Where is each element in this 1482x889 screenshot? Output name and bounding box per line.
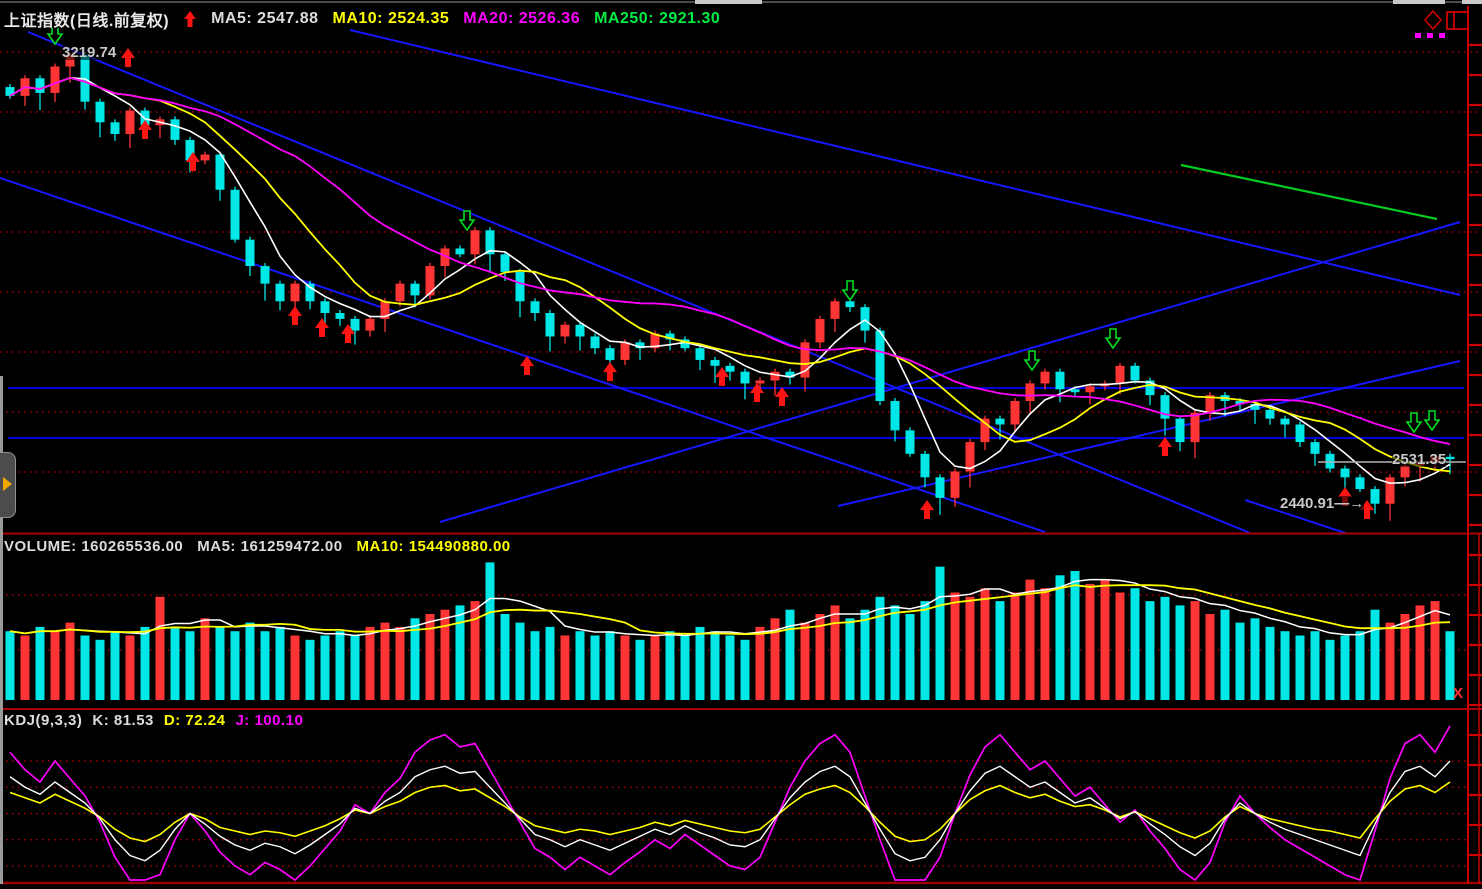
kdj-d-legend: D: 72.24 [163, 712, 226, 729]
volume-pane-header: VOLUME: 160265536.00 MA5: 161259472.00 M… [4, 538, 511, 555]
kdj-j-legend: J: 100.10 [235, 712, 304, 729]
ma250-legend: MA250: 2921.30 [594, 10, 721, 27]
kdj-k-legend: K: 81.53 [92, 712, 154, 729]
diamond-tool-icon[interactable] [1423, 9, 1443, 31]
up-arrow-icon [184, 11, 197, 27]
peak-price-label: 3219.74 [62, 44, 117, 61]
last-price-label: 2531.35 [1392, 451, 1447, 468]
more-options-icon[interactable] [1415, 33, 1445, 38]
kdj-close-button[interactable]: X [1453, 685, 1464, 702]
symbol-title: 上证指数(日线.前复权) [4, 13, 170, 30]
ma10-legend: MA10: 2524.35 [332, 10, 450, 27]
kdj-pane-header: KDJ(9,3,3) K: 81.53 D: 72.24 J: 100.10 [4, 712, 303, 729]
low-price-label: 2440.91—→ [1280, 495, 1365, 512]
kdj-name-label: KDJ(9,3,3) [4, 712, 83, 729]
volume-ma10-legend: MA10: 154490880.00 [356, 538, 511, 555]
expand-arrow-icon [3, 477, 12, 491]
main-chart-header: 上证指数(日线.前复权) MA5: 2547.88 MA10: 2524.35 … [4, 7, 720, 31]
low-pointer-arrow: —→ [1334, 495, 1365, 512]
ma5-legend: MA5: 2547.88 [211, 10, 319, 27]
volume-value-label: VOLUME: 160265536.00 [4, 538, 184, 555]
ma20-legend: MA20: 2526.36 [463, 10, 581, 27]
volume-ma5-legend: MA5: 161259472.00 [197, 538, 343, 555]
sidebar-expand-tab[interactable] [0, 452, 16, 518]
split-window-icon[interactable] [1446, 11, 1469, 30]
